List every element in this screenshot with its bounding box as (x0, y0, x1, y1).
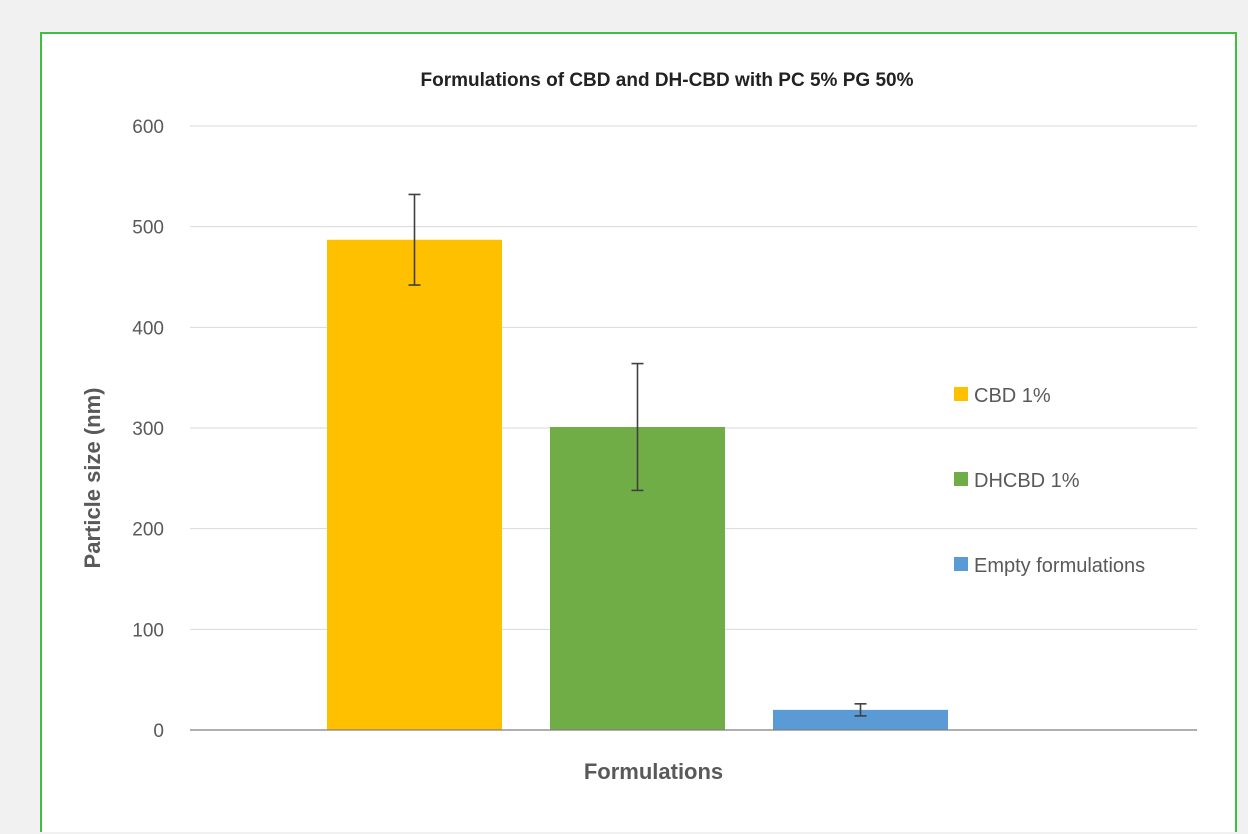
y-axis-title: Particle size (nm) (80, 388, 105, 569)
y-tick-label: 100 (132, 620, 164, 641)
legend-swatch (954, 472, 968, 486)
chart-title: Formulations of CBD and DH-CBD with PC 5… (421, 70, 914, 91)
legend-label: Empty formulations (974, 555, 1145, 577)
legend-label: CBD 1% (974, 385, 1051, 407)
error-bar (408, 193, 421, 286)
y-tick-label: 300 (132, 419, 164, 440)
legend-swatch (954, 557, 968, 571)
legend: CBD 1% DHCBD 1% Empty formulations (954, 385, 1145, 577)
x-axis-title: Formulations (584, 759, 723, 784)
error-bar (854, 703, 867, 717)
bar (327, 239, 502, 730)
bar (773, 709, 948, 730)
y-tick-label: 500 (132, 218, 164, 239)
legend-item: CBD 1% (954, 385, 1051, 407)
error-bars (408, 193, 867, 717)
legend-item: Empty formulations (954, 555, 1145, 577)
error-bar (631, 362, 644, 492)
y-axis-ticks: 0 100 200 300 400 500 600 (132, 117, 164, 742)
legend-label: DHCBD 1% (974, 470, 1080, 492)
y-tick-label: 600 (132, 117, 164, 138)
chart-frame: Formulations of CBD and DH-CBD with PC 5… (40, 32, 1237, 832)
bar-chart: Formulations of CBD and DH-CBD with PC 5… (80, 70, 1197, 784)
y-tick-label: 0 (153, 721, 164, 742)
y-tick-label: 200 (132, 520, 164, 541)
legend-item: DHCBD 1% (954, 470, 1080, 492)
y-tick-label: 400 (132, 318, 164, 339)
legend-swatch (954, 387, 968, 401)
